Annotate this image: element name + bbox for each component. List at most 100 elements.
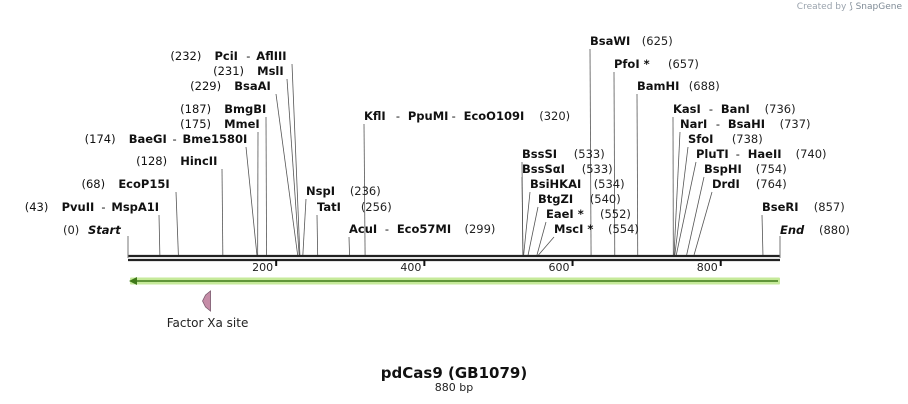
site-nari[interactable]: NarI - BsaHI (737) xyxy=(680,117,811,131)
enzyme-name[interactable]: EcoP15I xyxy=(118,177,169,191)
site-pointer xyxy=(589,48,592,256)
start-label: Start xyxy=(88,223,121,237)
enzyme-name[interactable]: AcuI xyxy=(349,222,377,236)
enzyme-name[interactable]: BsaAI xyxy=(234,79,271,93)
cut-position: (737) xyxy=(780,117,811,131)
enzyme-name[interactable]: BanI xyxy=(721,102,750,116)
feature-label: Factor Xa site xyxy=(167,316,249,330)
cut-position: (688) xyxy=(689,79,720,93)
enzyme-name[interactable]: AflIII xyxy=(256,49,286,63)
site-tati[interactable]: TatI (256) xyxy=(317,200,392,214)
site-pointer xyxy=(636,93,639,256)
site-pointer xyxy=(245,146,258,256)
factor-xa-site-marker-icon xyxy=(202,290,211,312)
enzyme-name[interactable]: PluTI xyxy=(696,147,729,161)
site-eaei[interactable]: EaeI * (552) xyxy=(546,207,631,221)
site-kasi[interactable]: KasI - BanI (736) xyxy=(673,102,796,116)
name-separator: - xyxy=(736,147,740,161)
site-pointer xyxy=(613,71,616,256)
site-msli[interactable]: MslI (231) xyxy=(213,64,284,78)
site-mmei[interactable]: MmeI (175) xyxy=(180,117,260,131)
site-bamhi[interactable]: BamHI (688) xyxy=(637,79,720,93)
cut-position: (174) xyxy=(85,132,116,146)
site-ecop15i[interactable]: EcoP15I (68) xyxy=(81,177,169,191)
site-pointer xyxy=(175,191,179,256)
enzyme-name[interactable]: BssSI xyxy=(522,147,557,161)
site-pointer xyxy=(265,116,267,256)
enzyme-name[interactable]: PfoI * xyxy=(614,57,650,71)
enzyme-name[interactable]: BsaWI xyxy=(590,34,630,48)
cut-position: (43) xyxy=(25,200,49,214)
site-pointer xyxy=(316,214,319,256)
site-bseri[interactable]: BseRI (857) xyxy=(762,200,845,214)
site-bsphi[interactable]: BspHI (754) xyxy=(704,162,787,176)
enzyme-name[interactable]: NarI xyxy=(680,117,707,131)
site-hincii[interactable]: HincII (128) xyxy=(136,154,217,168)
enzyme-name[interactable]: PpuMI xyxy=(408,109,449,123)
enzyme-name[interactable]: Eco57MI xyxy=(397,222,451,236)
site-bmgbi[interactable]: BmgBI (187) xyxy=(180,102,266,116)
enzyme-name[interactable]: HaeII xyxy=(748,147,782,161)
feature-factor-xa[interactable]: Factor Xa site xyxy=(167,290,249,330)
enzyme-name[interactable]: NspI xyxy=(306,184,335,198)
enzyme-name[interactable]: BseRI xyxy=(762,200,799,214)
site-btgzi[interactable]: BtgZI (540) xyxy=(538,192,621,206)
orf-arrow-head-icon xyxy=(129,277,137,285)
enzyme-name[interactable]: PvuII xyxy=(62,200,95,214)
enzyme-name[interactable]: Bme1580I xyxy=(182,132,247,146)
snapgene-credit: Created by ⟆ SnapGene xyxy=(797,2,902,12)
enzyme-name[interactable]: PciI xyxy=(214,49,237,63)
site-kfli[interactable]: KflI - PpuMI - EcoO109I (320) xyxy=(364,109,570,123)
enzyme-name[interactable]: MspA1I xyxy=(111,200,159,214)
enzyme-name[interactable]: TatI xyxy=(317,200,341,214)
site-pfoi[interactable]: PfoI * (657) xyxy=(614,57,699,71)
site-sfoi[interactable]: SfoI (738) xyxy=(688,132,763,146)
site-bsihkai[interactable]: BsiHKAI (534) xyxy=(530,177,625,191)
site-bsaai[interactable]: BsaAI (229) xyxy=(190,79,271,93)
credit-prefix: Created by xyxy=(796,2,847,12)
site-acui[interactable]: AcuI - Eco57MI (299) xyxy=(349,222,495,236)
site-pointer xyxy=(761,214,764,256)
site-pointer xyxy=(536,221,547,256)
site-msci[interactable]: MscI * (554) xyxy=(554,222,639,236)
name-separator: - xyxy=(101,200,105,214)
enzyme-name[interactable]: BamHI xyxy=(637,79,679,93)
enzyme-name[interactable]: KasI xyxy=(673,102,701,116)
enzyme-name[interactable]: MmeI xyxy=(224,117,260,131)
cut-position: (740) xyxy=(796,147,827,161)
site-baegi[interactable]: BaeGI - Bme1580I (174) xyxy=(85,132,248,146)
enzyme-name[interactable]: SfoI xyxy=(688,132,713,146)
site-bsssai[interactable]: BssSαI (533) xyxy=(522,162,613,176)
enzyme-name[interactable]: MslI xyxy=(257,64,284,78)
cut-position: (231) xyxy=(213,64,244,78)
cut-position: (540) xyxy=(590,192,621,206)
name-separator: - xyxy=(396,109,400,123)
enzyme-name[interactable]: BssSαI xyxy=(522,162,565,176)
site-bsssi[interactable]: BssSI (533) xyxy=(522,147,605,161)
cut-position: (657) xyxy=(668,57,699,71)
cut-position: (229) xyxy=(190,79,221,93)
enzyme-name[interactable]: BtgZI xyxy=(538,192,573,206)
enzyme-name[interactable]: BspHI xyxy=(704,162,742,176)
site-pointer xyxy=(291,63,301,256)
enzyme-name[interactable]: BsaHI xyxy=(728,117,765,131)
enzyme-name[interactable]: MscI * xyxy=(554,222,593,236)
site-pluti[interactable]: PluTI - HaeII (740) xyxy=(696,147,827,161)
cut-position: (754) xyxy=(756,162,787,176)
site-pcii[interactable]: PciI - AflIII (232) xyxy=(170,49,286,63)
enzyme-name[interactable]: BsiHKAI xyxy=(530,177,581,191)
site-nspi[interactable]: NspI (236) xyxy=(306,184,381,198)
enzyme-name[interactable]: BmgBI xyxy=(224,102,266,116)
enzyme-name[interactable]: HincII xyxy=(180,154,217,168)
enzyme-name[interactable]: KflI xyxy=(364,109,386,123)
enzyme-name[interactable]: BaeGI xyxy=(129,132,167,146)
cut-position: (128) xyxy=(136,154,167,168)
site-pvuii[interactable]: PvuII - MspA1I (43) xyxy=(25,200,159,214)
site-pointer xyxy=(158,214,161,256)
enzyme-name[interactable]: EaeI * xyxy=(546,207,584,221)
enzyme-name[interactable]: DrdI xyxy=(712,177,740,191)
site-bsawi[interactable]: BsaWI (625) xyxy=(590,34,673,48)
enzyme-name[interactable]: EcoO109I xyxy=(464,109,525,123)
site-drdi[interactable]: DrdI (764) xyxy=(712,177,787,191)
